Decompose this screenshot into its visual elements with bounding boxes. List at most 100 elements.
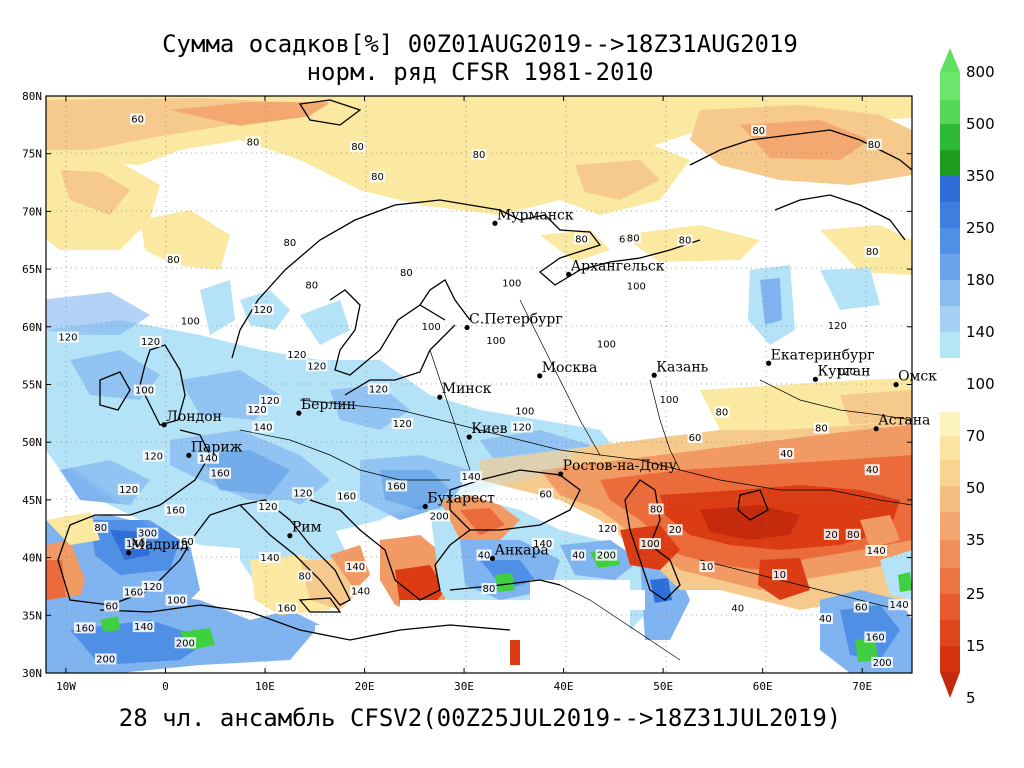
colorbar-label: 350	[966, 167, 995, 185]
city-label: Мадрид	[131, 537, 190, 553]
colorbar-swatch	[940, 568, 960, 594]
city-marker	[287, 533, 293, 539]
contour-label-bg	[864, 464, 880, 476]
contour-label-bg	[252, 303, 274, 315]
lon-label: 70E	[852, 680, 872, 693]
contour-label: 60	[689, 433, 702, 444]
contour-label-bg	[639, 538, 661, 550]
contour-label: 140	[199, 454, 218, 465]
colorbar-label: 15	[966, 637, 985, 655]
contour-label-bg	[74, 622, 96, 634]
colorbar-swatch	[940, 412, 960, 436]
contour-label: 140	[126, 539, 145, 550]
contour-label-bg	[305, 360, 328, 372]
contour-label: 80	[575, 234, 588, 245]
contour-label: 200	[176, 638, 195, 649]
city-label: Астана	[878, 413, 930, 429]
lat-label: 55N	[22, 379, 42, 392]
colorbar-label: 800	[966, 63, 995, 81]
contour-label: 140	[253, 423, 272, 434]
contour-label-bg	[866, 138, 882, 150]
colorbar-swatch	[940, 620, 960, 646]
contour-label-bg	[117, 483, 140, 495]
contour-label-bg	[595, 549, 618, 561]
colorbar-swatch	[940, 460, 960, 486]
contour-label: 80	[284, 238, 297, 249]
contour-label: 80	[752, 126, 765, 137]
contour-label: 80	[473, 150, 486, 161]
lat-label: 50N	[22, 436, 42, 449]
city-marker	[537, 373, 543, 379]
contour-label: 80	[351, 142, 364, 153]
city-label: Бухарест	[427, 490, 495, 506]
contour-label-bg	[142, 450, 165, 462]
contour-label-bg	[658, 393, 680, 405]
contour-label-bg	[136, 527, 159, 539]
contour-label-bg	[476, 549, 492, 561]
city-label: Киев	[471, 421, 507, 437]
contour-label: 120	[58, 332, 77, 343]
colorbar-label: 5	[966, 689, 976, 707]
contour-label: 100	[181, 316, 200, 327]
lon-label: 40E	[554, 680, 574, 693]
contour-label-bg	[864, 246, 880, 258]
contour-label: 140	[260, 553, 279, 564]
city-marker	[766, 360, 772, 366]
contour-label-bg	[304, 279, 320, 291]
contour-label-bg	[93, 521, 109, 533]
colorbar-swatch	[940, 306, 960, 332]
contour-label: 80	[371, 172, 384, 183]
colorbar-swatch	[940, 332, 960, 358]
contour-label: 100	[660, 395, 679, 406]
city-marker	[565, 271, 572, 277]
contour-label: 100	[486, 336, 505, 347]
contour-label: 200	[597, 551, 616, 562]
contour-label-bg	[286, 348, 308, 360]
contour-label-bg	[864, 631, 886, 643]
colorbar-swatch	[940, 486, 960, 512]
city-marker	[464, 324, 470, 331]
contour-label: 80	[94, 523, 107, 534]
colorbar-swatch	[940, 594, 960, 620]
city-marker	[296, 410, 302, 416]
contour-label: 120	[828, 321, 847, 332]
colorbar-swatch	[940, 280, 960, 306]
contour-label-bg	[865, 544, 887, 556]
contour-label: 160	[211, 469, 230, 480]
contour-label-bg	[853, 601, 869, 613]
contour-label: 120	[258, 502, 277, 513]
contour-label: 80	[847, 530, 860, 541]
city-marker	[161, 422, 167, 428]
map-footer: 28 чл. ансамбль CFSV2(00Z25JUL2019-->18Z…	[118, 704, 842, 732]
contour-label: 120	[287, 350, 306, 361]
contour-label: 120	[393, 419, 412, 430]
colorbar-label: 50	[966, 479, 985, 497]
colorbar-swatch	[940, 254, 960, 280]
contour-label-bg	[246, 404, 268, 416]
colorbar-swatch	[940, 100, 960, 124]
city-label: Москва	[542, 360, 598, 376]
contour-label: 100	[422, 322, 441, 333]
city-marker	[651, 372, 657, 378]
contour-label: 160	[387, 481, 406, 492]
contour-label-bg	[538, 488, 554, 500]
colorbar-label: 70	[966, 427, 985, 445]
city-label: Минск	[442, 381, 492, 397]
contour-label: 40	[780, 449, 793, 460]
contour-label: 120	[512, 423, 531, 434]
city-marker	[812, 376, 819, 382]
contour-label: 140	[890, 600, 909, 611]
contour-label: 120	[119, 485, 138, 496]
lat-label: 75N	[22, 148, 42, 161]
contour-label-bg	[139, 336, 162, 348]
contour-label: 160	[124, 588, 143, 599]
lon-label: 20E	[355, 680, 375, 693]
contour-label-bg	[398, 266, 414, 278]
contour-label-bg	[94, 653, 117, 665]
city-marker	[873, 426, 879, 432]
contour-label-bg	[133, 384, 156, 396]
contour-label: 160	[866, 633, 885, 644]
contour-label: 80	[650, 504, 663, 515]
contour-label: 80	[305, 281, 318, 292]
contour-label: 200	[873, 658, 892, 669]
